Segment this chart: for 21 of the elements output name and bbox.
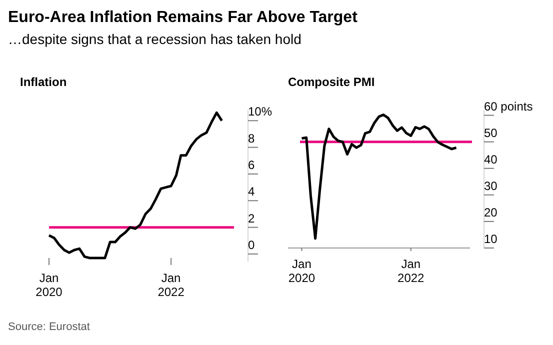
y-tick-label: 2 <box>248 211 255 226</box>
y-tick-label: 20 <box>484 205 498 220</box>
y-tick-label: 8 <box>248 131 255 146</box>
chart-title: Composite PMI <box>288 75 375 89</box>
y-tick-label: 10 <box>484 232 498 246</box>
x-tick-label: Jan 2020 <box>36 271 63 299</box>
x-tick-label: Jan 2022 <box>398 257 425 285</box>
chart-title: Inflation <box>20 75 67 89</box>
x-tick-label: Jan 2022 <box>158 271 185 299</box>
text: …despite signs that a recession has taken hold <box>8 31 302 47</box>
source-note: Source: Eurostat <box>8 321 90 333</box>
y-tick-label: 4 <box>248 184 255 199</box>
y-tick-label: 0 <box>248 238 255 252</box>
text: Euro-Area Inflation Remains Far Above Target <box>8 9 358 26</box>
x-tick-label: Jan 2020 <box>288 257 316 285</box>
y-tick-label: 40 <box>484 152 498 166</box>
y-tick-label: 60 points <box>484 99 533 114</box>
y-tick-label: 10% <box>248 104 272 119</box>
y-tick-label: 6 <box>248 158 255 172</box>
y-tick-label: 30 <box>484 178 498 193</box>
y-tick-label: 50 <box>484 126 498 140</box>
